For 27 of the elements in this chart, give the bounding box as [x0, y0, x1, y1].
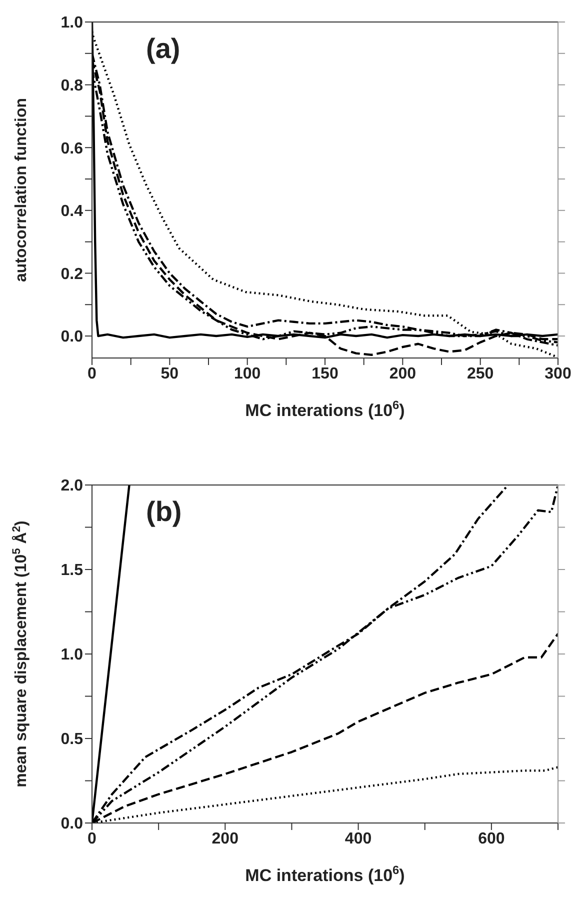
x-tick-label: 0	[88, 830, 97, 848]
x-tick-label: 400	[344, 830, 372, 848]
y-tick-label: 1.5	[60, 562, 84, 580]
x-tick-label: 600	[478, 830, 505, 848]
x-tick-label: 150	[312, 365, 338, 382]
x-tick-label: 0	[88, 365, 97, 382]
y-tick-label: 2.0	[60, 478, 84, 495]
x-tick-label: 200	[389, 365, 416, 382]
x-tick-label: 50	[160, 365, 179, 382]
x-tick-label: 250	[466, 365, 494, 382]
y-tick-label: 0.4	[60, 203, 84, 220]
y-tick-label: 0.5	[60, 731, 84, 748]
y-tick-label: 0.0	[60, 816, 84, 833]
annotation: (a)	[146, 33, 180, 65]
x-axis-title: MC interations (10$^{6}$)	[245, 398, 405, 420]
y-tick-label: 0.2	[60, 266, 84, 283]
y-tick-label: 1.0	[60, 14, 84, 32]
y-axis-title: autocorrelation function	[13, 98, 30, 282]
x-tick-label: 100	[234, 365, 261, 382]
y-tick-label: 0.8	[60, 77, 84, 94]
x-axis-title: MC interations (10$^{6}$)	[245, 863, 405, 885]
x-tick-label: 200	[212, 830, 239, 848]
y-tick-label: 0.6	[60, 140, 84, 158]
y-tick-label: 0.0	[60, 328, 84, 346]
x-tick-label: 300	[544, 365, 572, 382]
annotation: (b)	[146, 496, 182, 528]
y-tick-label: 1.0	[60, 646, 84, 664]
